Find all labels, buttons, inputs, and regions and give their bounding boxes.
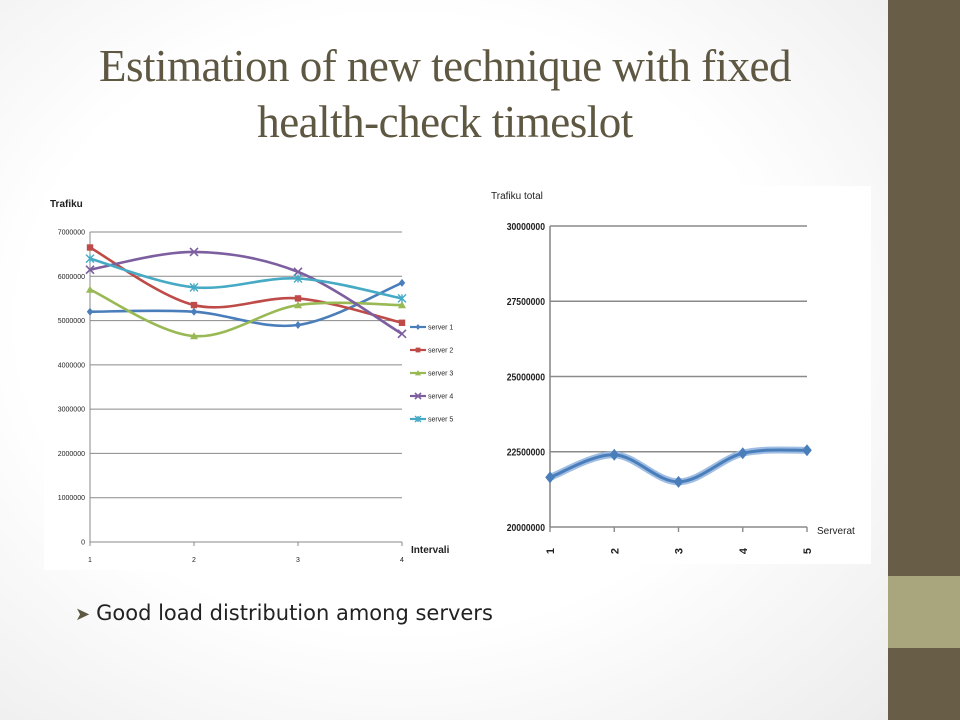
legend-label: server 1: [428, 325, 453, 332]
y-axis-title: Trafiku total: [491, 191, 543, 202]
legend-label: server 5: [428, 417, 453, 424]
series-server-2: [86, 244, 406, 326]
y-tick-label: 7000000: [58, 230, 85, 237]
series-line: [89, 257, 403, 300]
data-point: [398, 319, 406, 326]
data-point: [397, 329, 407, 339]
legend-label: server 3: [428, 371, 453, 378]
data-point: [190, 332, 198, 340]
y-axis-title: Trafiku: [50, 199, 83, 210]
legend-label: server 4: [428, 394, 453, 401]
bullet-point: ➤ Good load distribution among servers: [75, 601, 493, 625]
data-point: [293, 274, 303, 283]
x-tick-label: 4: [738, 547, 750, 554]
x-axis-title: Serverat: [817, 526, 855, 537]
sidebar-stripe-accent: [888, 576, 960, 648]
y-tick-label: 0: [81, 540, 85, 547]
series-total-traffic: [545, 444, 812, 488]
x-axis-title: Intervali: [411, 545, 450, 556]
slide-title-line-1: Estimation of new technique with fixed: [98, 41, 792, 91]
legend-label: server 2: [428, 348, 453, 355]
y-tick-label: 6000000: [58, 274, 85, 281]
data-point: [86, 285, 94, 293]
y-tick-label: 3000000: [58, 407, 85, 414]
arrow-bullet-icon: ➤: [75, 604, 91, 625]
total-traffic-chart: 20000000 22500000 25000000 27500000 30000000…: [485, 186, 871, 564]
x-tick-label: 3: [674, 548, 686, 554]
slide-title: Estimation of new technique with fixed h…: [40, 38, 850, 150]
data-point: [294, 321, 302, 329]
data-point: [190, 307, 198, 316]
data-point: [86, 307, 94, 316]
y-tick-label: 25000000: [507, 372, 545, 384]
data-point: [294, 301, 302, 309]
sidebar-stripe-bottom: [888, 648, 960, 720]
y-tick-label: 4000000: [58, 362, 85, 369]
bullet-text: Good load distribution among servers: [96, 601, 493, 625]
data-point: [189, 247, 199, 257]
data-point: [609, 448, 620, 461]
x-tick-label: 1: [88, 557, 92, 564]
x-tick-label: 3: [296, 557, 300, 564]
x-tick-label: 5: [802, 548, 814, 554]
y-tick-label: 22500000: [507, 447, 545, 459]
data-point: [802, 444, 812, 457]
series-line: [89, 250, 403, 335]
data-point: [189, 282, 199, 292]
legend-marker: [415, 370, 421, 376]
series-line: [89, 288, 403, 338]
x-tick-label: 2: [609, 548, 621, 554]
slide-title-line-2: health-check timeslot: [257, 97, 633, 147]
y-tick-label: 2000000: [58, 451, 85, 458]
server-traffic-chart-svg: 0 1000000 2000000 3000000 4000000 5000000 6000…: [50, 199, 453, 564]
y-tick-label: 20000000: [507, 522, 545, 534]
series-server-3: [86, 285, 406, 340]
sidebar-stripe-top: [888, 0, 960, 576]
data-point: [85, 265, 95, 275]
y-tick-label: 5000000: [58, 318, 85, 325]
legend-marker: [415, 347, 421, 353]
total-traffic-chart-svg: 20000000 22500000 25000000 27500000 30000000…: [491, 191, 855, 554]
series-line: [89, 246, 403, 325]
y-tick-label: 1000000: [58, 495, 85, 502]
data-point: [398, 301, 406, 309]
data-point: [673, 475, 684, 488]
x-tick-label: 4: [400, 557, 404, 564]
data-point: [293, 267, 303, 277]
data-point: [397, 293, 407, 303]
y-tick-label: 27500000: [507, 297, 545, 309]
data-point: [398, 278, 406, 287]
legend-marker: [415, 324, 421, 330]
series-server-4: [85, 247, 407, 339]
x-tick-label: 1: [545, 548, 557, 554]
legend-marker: [414, 415, 422, 423]
data-point: [294, 295, 302, 302]
data-point: [86, 244, 94, 251]
y-tick-label: 30000000: [507, 221, 545, 233]
legend-marker: [414, 392, 422, 400]
series-server-5: [85, 254, 407, 303]
data-point: [85, 254, 95, 264]
data-point: [190, 301, 198, 309]
server-traffic-chart: 0 1000000 2000000 3000000 4000000 5000000 6000…: [44, 190, 464, 570]
x-tick-label: 2: [192, 557, 196, 564]
